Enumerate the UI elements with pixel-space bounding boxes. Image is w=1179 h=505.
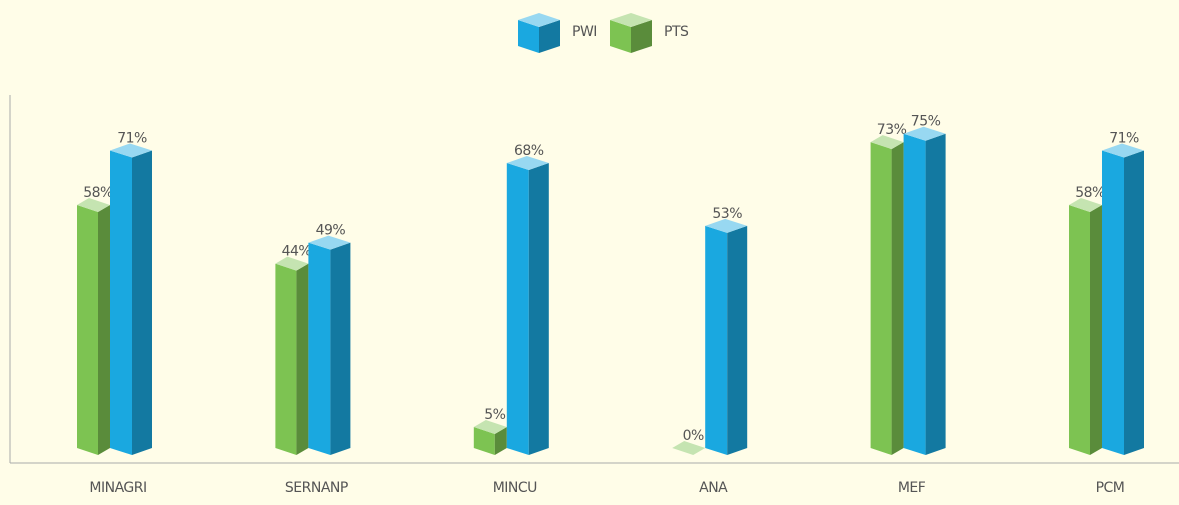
bar-side bbox=[727, 225, 748, 455]
value-label: 75% bbox=[911, 114, 941, 130]
legend-swatch-top bbox=[610, 13, 652, 27]
bar-side bbox=[132, 150, 152, 455]
bar-top bbox=[110, 143, 152, 158]
bar-front bbox=[903, 133, 926, 455]
bar-front bbox=[506, 163, 529, 456]
value-label: 73% bbox=[877, 122, 907, 138]
bar-side bbox=[891, 142, 904, 455]
bar-side bbox=[98, 204, 110, 455]
legend-swatch-side bbox=[539, 20, 560, 53]
value-label: 53% bbox=[712, 206, 742, 222]
value-label: 44% bbox=[282, 244, 312, 260]
bar-side bbox=[296, 263, 309, 455]
legend-swatch-side bbox=[631, 20, 652, 53]
bar-side bbox=[494, 427, 507, 455]
bar-front bbox=[1069, 204, 1090, 455]
bar-top bbox=[672, 441, 706, 455]
bar-top bbox=[1069, 197, 1102, 212]
bar-top bbox=[77, 197, 110, 212]
x-tick-label: MINAGRI bbox=[89, 480, 146, 496]
bar-front bbox=[275, 263, 297, 455]
x-tick-label: ANA bbox=[699, 480, 728, 496]
value-label: 58% bbox=[1075, 185, 1105, 201]
bar-top bbox=[1102, 143, 1144, 158]
legend-swatch-top bbox=[518, 13, 560, 27]
legend-label: PWI bbox=[572, 24, 597, 40]
bar-front bbox=[870, 142, 892, 455]
bar-side bbox=[925, 133, 946, 455]
bar-top bbox=[308, 235, 351, 250]
x-tick-label: PCM bbox=[1096, 480, 1125, 496]
bar-side bbox=[528, 163, 549, 456]
legend-swatch-front bbox=[518, 20, 539, 53]
value-label: 68% bbox=[514, 143, 544, 159]
legend-swatch-front bbox=[610, 20, 631, 53]
x-tick-label: SERNANP bbox=[285, 480, 348, 496]
value-label: 49% bbox=[316, 223, 346, 239]
value-label: 71% bbox=[117, 130, 147, 146]
legend-label: PTS bbox=[664, 24, 689, 40]
bar-front bbox=[77, 204, 98, 455]
bar-side bbox=[330, 242, 351, 455]
bar-side bbox=[1090, 204, 1102, 455]
value-label: 58% bbox=[83, 185, 113, 201]
bar-side bbox=[1124, 150, 1144, 455]
bar-front bbox=[473, 427, 495, 455]
bar-front bbox=[110, 150, 132, 455]
bar-top bbox=[903, 126, 946, 141]
value-label: 71% bbox=[1109, 130, 1139, 146]
bar-front bbox=[1102, 150, 1124, 455]
bar-front bbox=[308, 242, 331, 455]
bar-top bbox=[870, 135, 904, 150]
value-label: 0% bbox=[683, 428, 704, 444]
bar-front bbox=[705, 225, 728, 455]
value-label: 5% bbox=[484, 407, 505, 423]
bar-top bbox=[705, 218, 748, 233]
bar-top bbox=[506, 156, 549, 171]
bar-top bbox=[275, 256, 309, 271]
bar-top bbox=[473, 420, 507, 435]
x-tick-label: MINCU bbox=[493, 480, 537, 496]
x-tick-label: MEF bbox=[898, 480, 926, 496]
